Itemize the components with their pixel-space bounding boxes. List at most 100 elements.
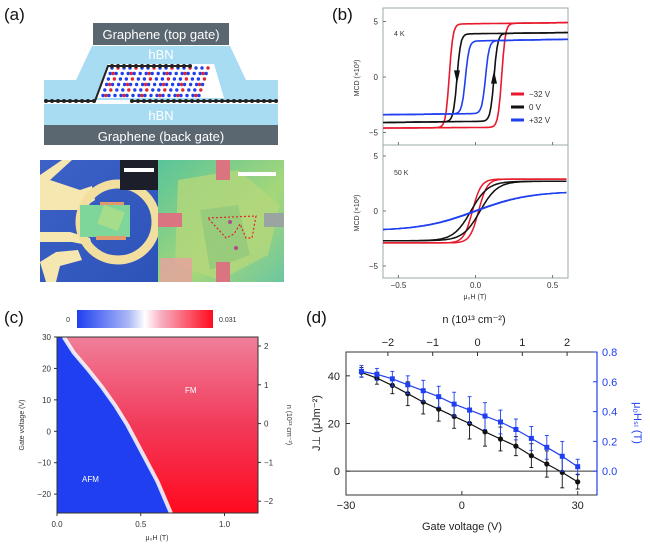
y-tick-label: 20 bbox=[328, 419, 340, 431]
data-point bbox=[544, 461, 550, 467]
carbon-atom bbox=[86, 99, 90, 103]
carbon-atom bbox=[152, 64, 156, 68]
annotation-4k: 4 K bbox=[394, 31, 405, 38]
atom bbox=[174, 71, 178, 76]
x-tick-label: 0.5 bbox=[547, 281, 559, 290]
atom bbox=[175, 88, 179, 92]
atom bbox=[166, 77, 171, 81]
carbon-atom bbox=[202, 99, 206, 103]
carbon-atom bbox=[190, 99, 194, 103]
atom bbox=[169, 88, 173, 92]
curve-4k-up bbox=[383, 31, 567, 124]
atom bbox=[125, 82, 130, 87]
heterostructure-diagram: Graphene (top gate) hBN hBN Graphene (ba… bbox=[44, 23, 278, 145]
sample-outline bbox=[206, 215, 257, 239]
carbon-atom bbox=[142, 99, 146, 103]
annotation-50k: 50 K bbox=[394, 170, 409, 177]
atom bbox=[101, 93, 105, 98]
curve-50k bbox=[383, 191, 567, 231]
xlabel-d: Gate voltage (V) bbox=[422, 521, 502, 533]
exchange-plot: n (10¹³ cm⁻²) Gate voltage (V) J⊥ (μJm⁻²… bbox=[311, 314, 643, 533]
carbon-atom bbox=[160, 99, 164, 103]
atom bbox=[150, 71, 154, 76]
top-gate-label: Graphene (top gate) bbox=[102, 27, 219, 42]
ylabel-right-c: n (10¹³ cm⁻²) bbox=[285, 405, 292, 445]
atom bbox=[104, 93, 108, 98]
carbon-atom bbox=[182, 64, 186, 68]
atom bbox=[147, 71, 151, 76]
atom bbox=[196, 77, 201, 81]
arrow-up-icon bbox=[491, 70, 497, 84]
afm-label: AFM bbox=[82, 475, 99, 484]
atom bbox=[162, 71, 166, 76]
back-gate-layer bbox=[44, 125, 278, 145]
data-point bbox=[436, 394, 442, 400]
atom bbox=[149, 93, 153, 98]
atom bbox=[118, 77, 123, 81]
data-point bbox=[374, 371, 380, 377]
panel-label-b: (b) bbox=[332, 5, 353, 24]
legend: −32 V 0 V +32 V bbox=[511, 90, 551, 125]
atom bbox=[190, 77, 195, 81]
y-right-tick-label: 0.0 bbox=[602, 466, 617, 478]
x-tick-label: 0 bbox=[459, 500, 465, 512]
xlabel-c: μ₀H (T) bbox=[146, 535, 169, 542]
carbon-atom bbox=[226, 99, 230, 103]
plot-frame-c bbox=[56, 336, 259, 514]
colorbar bbox=[77, 310, 213, 328]
y-tick-label: 20 bbox=[42, 364, 51, 373]
atom bbox=[108, 71, 112, 76]
atom bbox=[161, 93, 165, 98]
data-point bbox=[497, 436, 504, 442]
atom bbox=[181, 88, 185, 92]
carbon-atom bbox=[178, 99, 182, 103]
atom bbox=[134, 82, 139, 87]
atom bbox=[115, 88, 119, 92]
data-point bbox=[544, 444, 550, 450]
data-point bbox=[389, 376, 395, 382]
atom bbox=[160, 77, 165, 81]
data-point bbox=[559, 453, 565, 459]
ylabel-d: J⊥ (μJm⁻²) bbox=[311, 395, 323, 451]
carbon-atom bbox=[196, 99, 200, 103]
ylabel-c: Gate voltage (V) bbox=[19, 400, 26, 451]
carbon-atom bbox=[116, 64, 120, 68]
data-point bbox=[513, 443, 519, 449]
y-tick-label: 30 bbox=[42, 333, 51, 342]
back-gate-label: Graphene (back gate) bbox=[98, 129, 224, 144]
y-tick-label: 0 bbox=[374, 73, 379, 82]
x-top-tick-label: 1 bbox=[519, 337, 525, 349]
atom bbox=[119, 93, 123, 98]
legend-label: −32 V bbox=[529, 90, 551, 99]
curve-50k bbox=[383, 180, 567, 242]
atom bbox=[194, 93, 198, 98]
carbon-atom bbox=[184, 99, 188, 103]
atom bbox=[170, 82, 175, 87]
atom bbox=[142, 77, 147, 81]
y-right-tick-label: 0.2 bbox=[602, 436, 617, 448]
colorbar-max-label: 0.031 bbox=[219, 317, 237, 324]
carbon-atom bbox=[146, 64, 150, 68]
atom bbox=[121, 88, 125, 92]
x-tick-label: 1.0 bbox=[219, 520, 231, 529]
carbon-atom bbox=[148, 99, 152, 103]
atom bbox=[198, 71, 202, 76]
atom bbox=[146, 82, 151, 87]
atom bbox=[151, 88, 155, 92]
data-point bbox=[497, 419, 503, 425]
atom bbox=[158, 93, 162, 98]
carbon-atom bbox=[68, 99, 72, 103]
ylabel-4k: MCD (×10³) bbox=[354, 60, 361, 97]
scale-bar-right bbox=[238, 172, 276, 176]
carbon-atom bbox=[44, 99, 48, 103]
atom bbox=[182, 82, 187, 87]
data-point bbox=[451, 401, 457, 407]
hbn-bottom-label: hBN bbox=[148, 108, 173, 123]
carbon-atom bbox=[136, 99, 140, 103]
atom bbox=[111, 71, 115, 76]
panel-label-d: (d) bbox=[306, 308, 327, 327]
carbon-atom bbox=[110, 64, 114, 68]
carbon-atom bbox=[50, 99, 54, 103]
x-tick-label: −30 bbox=[337, 500, 356, 512]
atom bbox=[164, 82, 169, 87]
